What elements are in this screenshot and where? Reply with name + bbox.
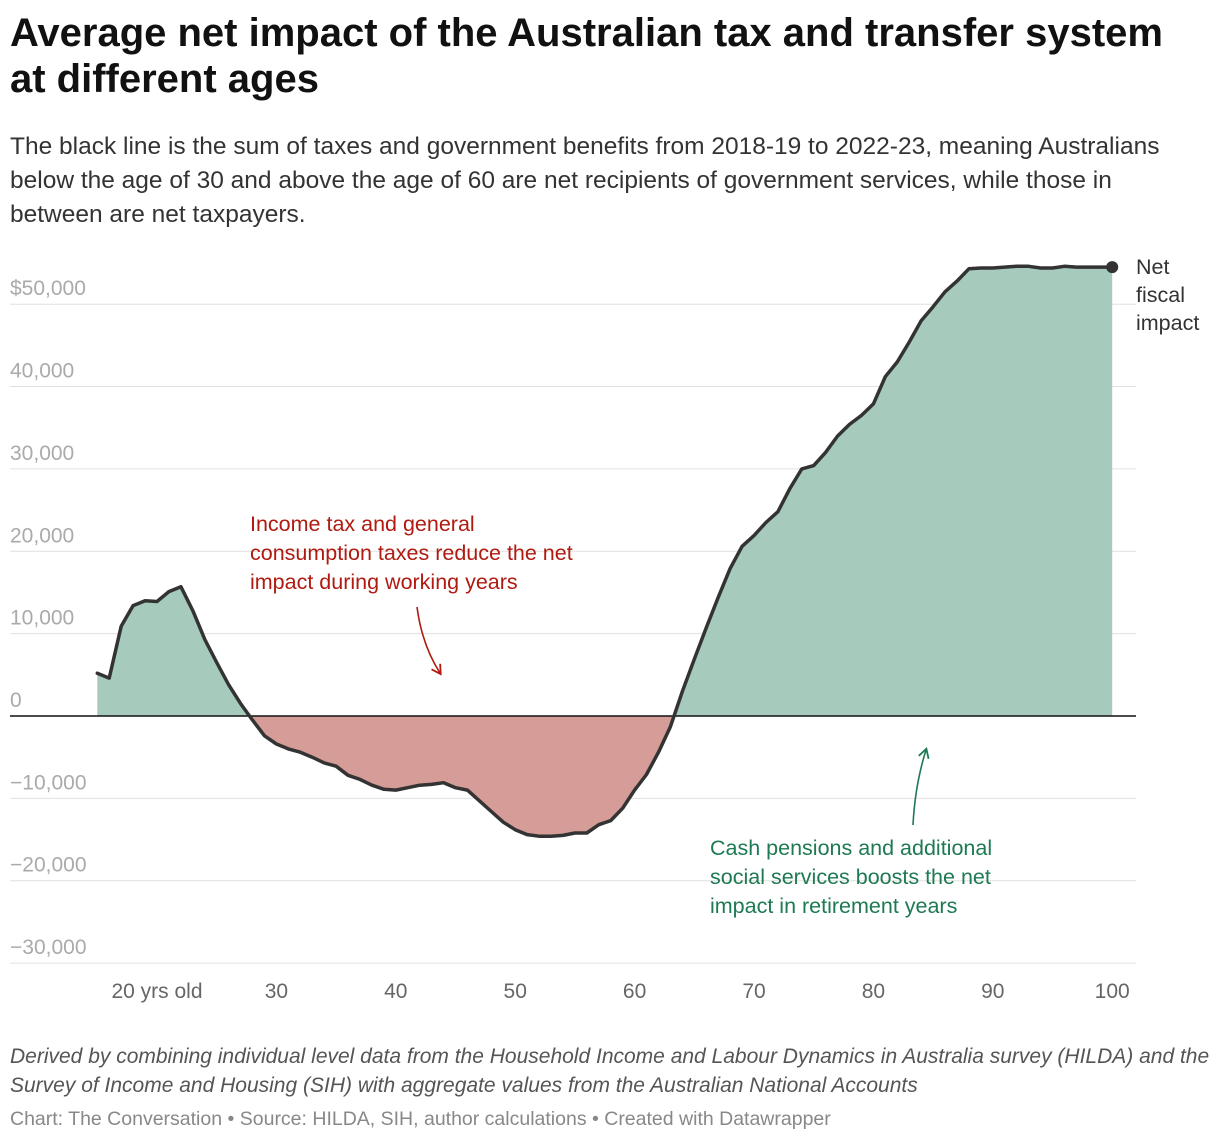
y-tick-label: −30,000 (10, 936, 87, 959)
series-end-label: Net fiscal impact (1136, 255, 1199, 335)
negative-area (97, 716, 1113, 837)
x-tick-label: 30 (265, 980, 288, 1003)
x-tick-label: 40 (384, 980, 407, 1003)
retirement-years-arrow (912, 747, 930, 826)
positive-area (97, 266, 1113, 716)
chart-notes: Derived by combining individual level da… (10, 1045, 1210, 1097)
chart-subtitle: The black line is the sum of taxes and g… (10, 133, 1160, 228)
x-tick-label: 60 (623, 980, 646, 1003)
working-years-annotation: Income tax and general consumption taxes… (250, 512, 579, 594)
y-tick-label: −20,000 (10, 854, 87, 877)
chart-title: Average net impact of the Australian tax… (10, 11, 1163, 101)
net-fiscal-impact-line (95, 264, 1114, 838)
y-tick-label: −10,000 (10, 771, 87, 794)
net-impact-chart: $50,000 40,000 30,000 20,000 10,000 0 −10,000 −… (10, 255, 1199, 1003)
x-tick-label: 50 (504, 980, 527, 1003)
retirement-years-annotation: Cash pensions and additional social serv… (710, 836, 998, 918)
y-tick-label: 20,000 (10, 524, 74, 547)
working-years-arrow (416, 606, 442, 676)
x-tick-label: 100 (1095, 980, 1130, 1003)
x-axis: 20 yrs old 30 40 50 60 70 80 90 100 (111, 980, 1129, 1003)
y-tick-label: 10,000 (10, 607, 74, 630)
x-tick-label: 80 (862, 980, 885, 1003)
x-tick-label: 20 yrs old (111, 980, 202, 1003)
y-tick-label: 40,000 (10, 360, 74, 383)
chart-credit: Chart: The Conversation • Source: HILDA,… (10, 1108, 831, 1130)
y-tick-label: 0 (10, 689, 22, 712)
x-tick-label: 90 (981, 980, 1004, 1003)
y-tick-label: 30,000 (10, 442, 74, 465)
y-tick-label: $50,000 (10, 277, 86, 300)
y-axis: $50,000 40,000 30,000 20,000 10,000 0 −10,000 −… (10, 277, 87, 959)
line-end-dot (1106, 261, 1119, 274)
x-tick-label: 70 (742, 980, 765, 1003)
